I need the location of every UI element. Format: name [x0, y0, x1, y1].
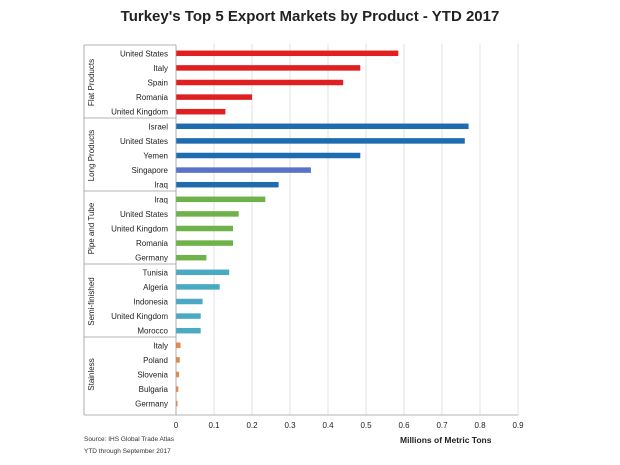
category-label: United Kingdom	[111, 225, 168, 234]
bar	[176, 327, 201, 334]
group-label: Long Products	[87, 130, 96, 182]
category-label: Romania	[136, 93, 169, 102]
category-label: Iraq	[154, 181, 168, 190]
bar	[176, 313, 201, 319]
x-tick-label: 0.3	[284, 421, 296, 430]
category-label: Singapore	[132, 166, 169, 175]
category-label: United States	[120, 210, 168, 219]
category-label: Romania	[136, 239, 169, 248]
category-label: Spain	[148, 79, 168, 88]
group-label: Flat Products	[87, 59, 96, 106]
chart-title: Turkey's Top 5 Export Markets by Product…	[120, 8, 500, 25]
category-label: Slovenia	[137, 371, 168, 380]
bar	[176, 108, 226, 115]
bar	[176, 94, 252, 100]
source-note: Source: IHS Global Trade Atlas	[84, 436, 174, 443]
category-label: Morocco	[137, 327, 168, 336]
x-tick-label: 0.8	[474, 421, 486, 430]
category-label: Poland	[143, 356, 168, 365]
source-period-note: YTD through September 2017	[84, 448, 171, 455]
category-label: Indonesia	[133, 298, 168, 307]
category-label: Yemen	[143, 152, 168, 161]
bar	[176, 386, 179, 392]
group-label: Stainless	[87, 358, 96, 390]
bar	[176, 123, 469, 130]
x-tick-label: 0.4	[322, 421, 334, 430]
bar	[176, 196, 266, 203]
bar	[176, 371, 180, 378]
category-label: Iraq	[154, 195, 168, 204]
bar	[176, 50, 399, 57]
bar	[176, 342, 181, 349]
bar	[176, 181, 279, 188]
group-label: Pipe and Tube	[87, 202, 96, 254]
bar	[176, 211, 239, 217]
bar	[176, 138, 465, 144]
group-label: Semi-finished	[87, 277, 96, 325]
bar	[176, 269, 230, 276]
bar	[176, 298, 203, 305]
x-tick-label: 0.1	[208, 421, 220, 430]
category-label: Israel	[148, 122, 168, 131]
bar	[176, 225, 233, 232]
x-axis-label: Millions of Metric Tons	[400, 435, 492, 445]
category-label: United Kingdom	[111, 312, 168, 321]
x-tick-label: 0.2	[246, 421, 258, 430]
bar	[176, 65, 361, 71]
category-label: United States	[120, 49, 168, 58]
category-label: Algeria	[143, 283, 168, 292]
category-label: United Kingdom	[111, 108, 168, 117]
x-tick-label: 0.6	[398, 421, 410, 430]
category-label: Italy	[153, 341, 168, 350]
bar	[176, 357, 180, 363]
category-label: United States	[120, 137, 168, 146]
bar	[176, 284, 220, 290]
x-tick-label: 0.9	[512, 421, 524, 430]
category-label: Bulgaria	[139, 385, 169, 394]
bar	[176, 152, 361, 159]
x-tick-label: 0.5	[360, 421, 372, 430]
category-label: Germany	[135, 254, 168, 263]
bar	[176, 400, 178, 407]
bar	[176, 79, 344, 86]
category-label: Tunisia	[143, 268, 169, 277]
bar	[176, 240, 233, 246]
category-label: Italy	[153, 64, 168, 73]
category-label: Germany	[135, 400, 168, 409]
bar	[176, 167, 311, 173]
x-tick-label: 0	[174, 421, 179, 430]
x-tick-label: 0.7	[436, 421, 448, 430]
bar	[176, 254, 207, 261]
